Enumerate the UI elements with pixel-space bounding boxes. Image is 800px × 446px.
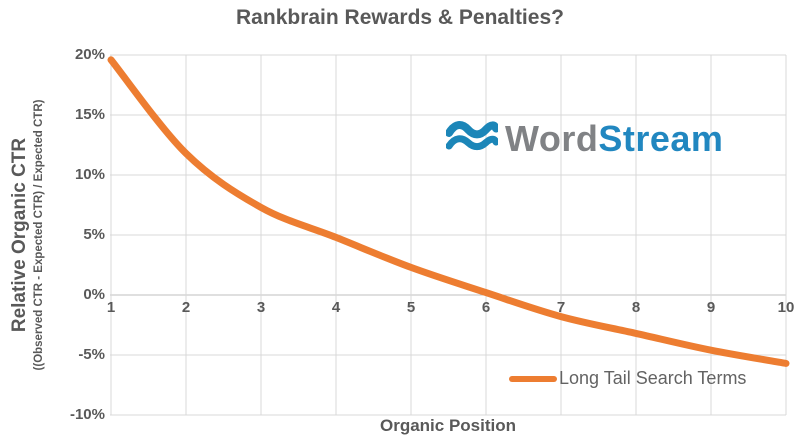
y-tick-label: 15% xyxy=(74,106,105,123)
y-tick-label: 0% xyxy=(83,286,105,303)
y-tick-label: 20% xyxy=(74,46,105,63)
wordstream-logo: Word Stream xyxy=(446,118,723,160)
y-tick-label: 5% xyxy=(83,226,105,243)
x-tick-label: 1 xyxy=(106,299,116,316)
x-tick-label: 7 xyxy=(556,299,566,316)
x-tick-label: 9 xyxy=(706,299,716,316)
logo-text-word: Word xyxy=(505,118,599,159)
series-curve-long-tail xyxy=(107,56,790,367)
y-tick-label: 10% xyxy=(74,166,105,183)
x-tick-label: 10 xyxy=(777,299,795,316)
chart-title: Rankbrain Rewards & Penalties? xyxy=(236,6,564,29)
x-axis-title: Organic Position xyxy=(379,416,517,435)
x-tick-label: 8 xyxy=(631,299,641,316)
x-tick-label: 2 xyxy=(181,299,191,316)
y-tick-label: -5% xyxy=(78,346,105,363)
x-tick-label: 6 xyxy=(481,299,491,316)
y-tick-label: -10% xyxy=(69,406,105,423)
y-axis-title-main: Relative Organic CTR xyxy=(9,137,30,333)
wordstream-waves-icon xyxy=(446,121,498,151)
x-tick-label: 4 xyxy=(331,299,341,316)
logo-text-stream: Stream xyxy=(598,118,724,159)
legend: Long Tail Search Terms xyxy=(508,368,746,389)
x-tick-label: 3 xyxy=(256,299,266,316)
x-tick-label: 5 xyxy=(406,299,416,316)
legend-label: Long Tail Search Terms xyxy=(559,368,747,388)
legend-line-marker xyxy=(509,375,557,382)
